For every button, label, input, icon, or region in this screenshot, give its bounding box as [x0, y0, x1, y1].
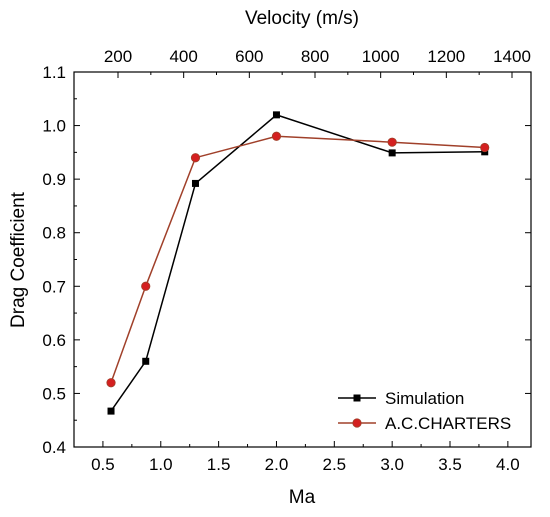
simulation-point — [107, 407, 115, 415]
y-tick-label: 0.8 — [42, 224, 66, 243]
y-tick-label: 0.4 — [42, 438, 66, 457]
top-tick-label: 1400 — [493, 47, 531, 66]
charters-point — [480, 142, 490, 153]
charters-point — [141, 281, 151, 291]
top-tick-label: 800 — [301, 47, 329, 66]
x-tick-label: 2.5 — [322, 455, 346, 474]
y-tick-label: 0.9 — [42, 170, 66, 189]
y-tick-label: 1.0 — [42, 117, 66, 136]
x-tick-label: 2.0 — [265, 455, 289, 474]
simulation-point — [388, 149, 396, 157]
left-axis: 0.4 0.5 0.6 0.7 0.8 0.9 1.0 1.1 — [42, 63, 531, 457]
series-line-0 — [110, 114, 485, 412]
x-tick-label: 1.5 — [207, 455, 231, 474]
charters-point — [271, 131, 282, 141]
x-tick-label: 4.0 — [496, 455, 520, 474]
y-tick-label: 0.7 — [42, 277, 66, 296]
y-tick-label: 0.6 — [42, 331, 66, 350]
top-axis-title: Velocity (m/s) — [245, 8, 359, 29]
charters-point — [387, 137, 397, 147]
top-tick-label: 600 — [235, 47, 263, 66]
legend-square-marker — [353, 394, 361, 402]
legend: Simulation A.C.CHARTERS — [338, 389, 511, 433]
top-tick-label: 1200 — [427, 47, 465, 66]
legend-circle-marker — [352, 418, 362, 428]
series-layer — [106, 111, 490, 415]
y-axis-title: Drag Coefficient — [8, 191, 29, 328]
y-tick-label: 1.1 — [42, 63, 66, 82]
charters-point — [106, 378, 116, 388]
x-tick-label: 0.5 — [91, 455, 115, 474]
top-tick-label: 200 — [104, 47, 132, 66]
simulation-point — [272, 111, 280, 119]
x-tick-label: 3.0 — [380, 455, 404, 474]
top-tick-label: 1000 — [362, 47, 400, 66]
legend-label-1: A.C.CHARTERS — [385, 414, 511, 433]
y-tick-label: 0.5 — [42, 384, 66, 403]
charters-point — [190, 153, 201, 163]
x-tick-label: 3.5 — [438, 455, 462, 474]
x-tick-label: 1.0 — [149, 455, 173, 474]
bottom-axis: 0.5 1.0 1.5 2.0 2.5 3.0 3.5 4.0 — [91, 441, 520, 474]
top-axis: 200 400 600 800 1000 1200 1400 — [104, 47, 531, 78]
legend-label-0: Simulation — [385, 389, 464, 408]
simulation-point — [142, 357, 150, 365]
top-tick-label: 400 — [169, 47, 197, 66]
simulation-point — [191, 179, 199, 187]
series-line-1 — [110, 135, 485, 383]
x-axis-title: Ma — [289, 487, 316, 508]
